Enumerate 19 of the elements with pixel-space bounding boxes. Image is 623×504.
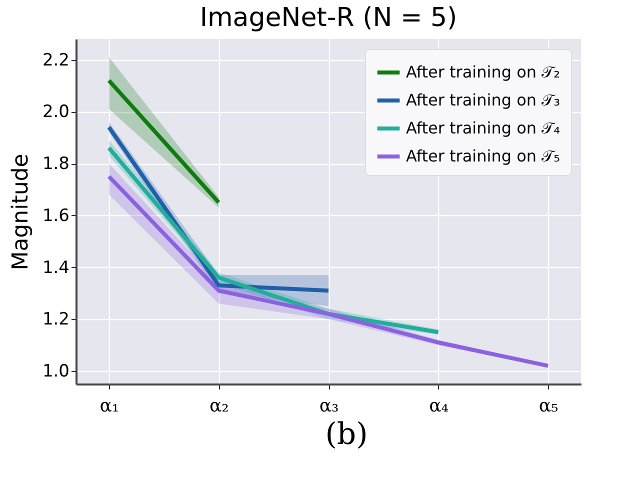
- chart-title: ImageNet-R (N = 5): [200, 3, 458, 33]
- y-tick-label: 1.0: [42, 362, 70, 382]
- x-tick-label: α₄: [429, 396, 448, 416]
- y-tick-label: 1.2: [42, 310, 70, 330]
- x-tick-label: α₁: [100, 396, 120, 416]
- y-tick-label: 2.0: [42, 102, 70, 122]
- x-tick-label: α₂: [210, 396, 229, 416]
- y-tick-label: 1.6: [42, 206, 70, 226]
- x-tick-label: α₃: [319, 396, 339, 416]
- y-tick-label: 1.4: [42, 258, 70, 278]
- text: (b): [324, 417, 369, 452]
- x-tick-label: α₅: [538, 396, 558, 416]
- legend-label: After training on 𝒯₂: [406, 62, 560, 82]
- legend-label: After training on 𝒯₃: [406, 90, 560, 110]
- y-axis-title: Magnitude: [8, 154, 34, 270]
- y-tick-label: 2.2: [42, 50, 70, 70]
- y-tick-label: 1.8: [42, 154, 70, 174]
- legend-label: After training on 𝒯₄: [406, 118, 560, 138]
- legend-label: After training on 𝒯₅: [406, 146, 560, 166]
